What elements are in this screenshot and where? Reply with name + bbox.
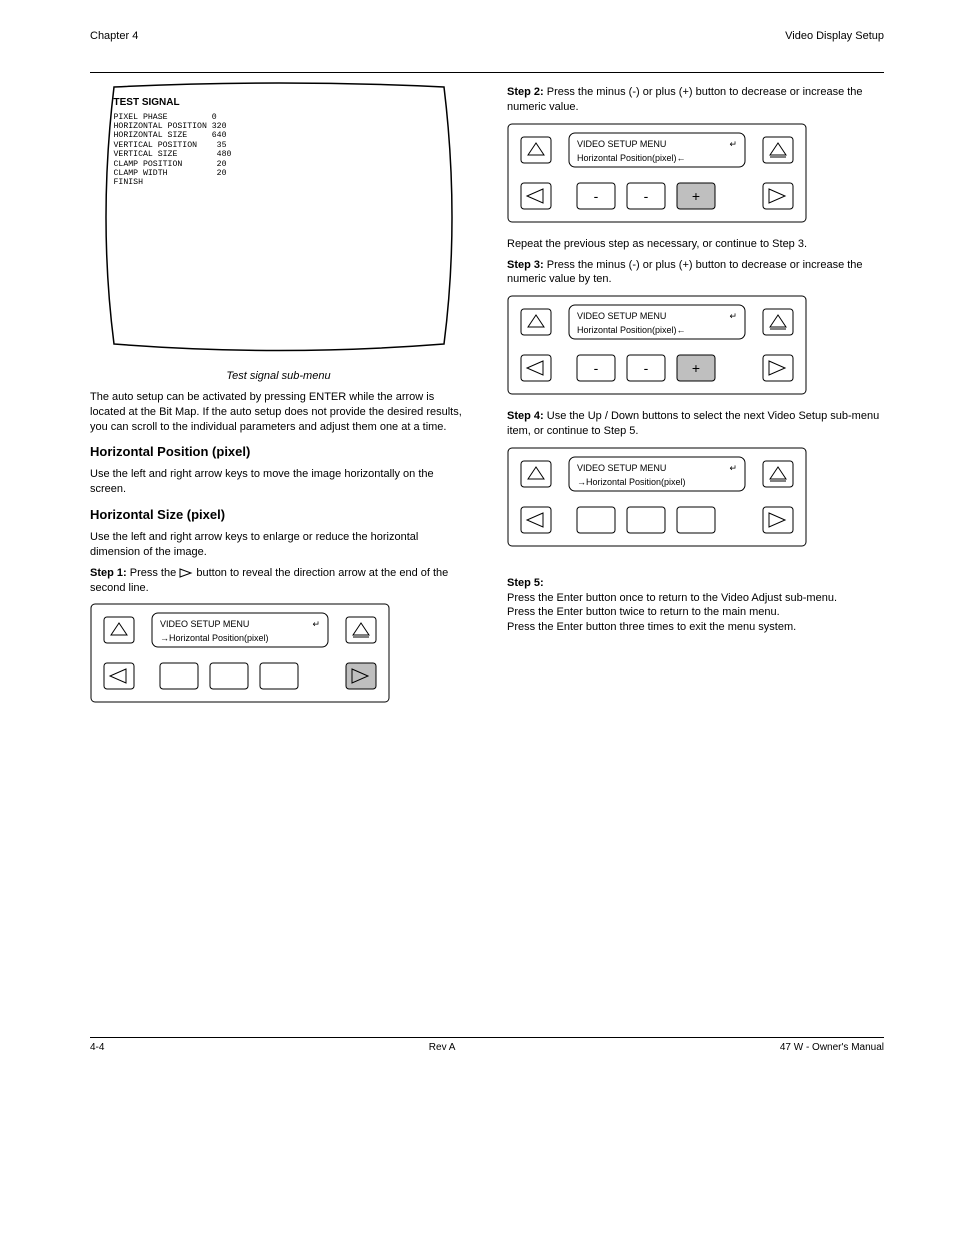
soft-button-3 [260, 663, 298, 689]
crt-title: TEST SIGNAL [114, 97, 444, 109]
svg-text:VIDEO SETUP MENU: VIDEO SETUP MENU [577, 139, 666, 149]
svg-text:Horizontal Position(pixel)←: Horizontal Position(pixel)← [577, 325, 686, 335]
control-panel-step4: VIDEO SETUP MENU ↵ →Horizontal Position(… [507, 447, 807, 547]
step5-text: Step 5: Press the Enter button once to r… [507, 561, 884, 635]
enter-button [763, 461, 793, 487]
h-size-heading: Horizontal Size (pixel) [90, 507, 467, 522]
up-button [521, 461, 551, 487]
up-button [104, 617, 134, 643]
left-button [521, 183, 551, 209]
h-position-text: Use the left and right arrow keys to mov… [90, 467, 467, 497]
svg-text:↵: ↵ [729, 463, 737, 473]
left-column: TEST SIGNAL PIXEL PHASE 0 HORIZONTAL POS… [90, 79, 467, 717]
h-size-text: Use the left and right arrow keys to enl… [90, 530, 467, 560]
auto-setup-desc: The auto setup can be activated by press… [90, 390, 467, 435]
between-step2-3: Repeat the previous step as necessary, o… [507, 237, 884, 252]
svg-text:+: + [692, 360, 700, 376]
right-button [763, 355, 793, 381]
left-button [521, 507, 551, 533]
svg-text:↵: ↵ [729, 139, 737, 149]
svg-text:↵: ↵ [312, 619, 320, 629]
left-button [521, 355, 551, 381]
control-panel-step2: VIDEO SETUP MENU ↵ Horizontal Position(p… [507, 123, 807, 223]
footer-left: 4-4 [90, 1042, 104, 1053]
control-panel-step3: VIDEO SETUP MENU ↵ Horizontal Position(p… [507, 295, 807, 395]
right-arrow-icon [179, 568, 193, 578]
svg-text:VIDEO SETUP MENU: VIDEO SETUP MENU [577, 463, 666, 473]
step1-text: Step 1: Press the button to reveal the d… [90, 566, 467, 596]
header-right: Video Display Setup [785, 30, 884, 42]
up-button [521, 309, 551, 335]
soft-button-1 [577, 507, 615, 533]
right-button [346, 663, 376, 689]
svg-text:-: - [644, 188, 649, 204]
svg-text:-: - [594, 188, 599, 204]
step3-text: Step 3: Press the minus (-) or plus (+) … [507, 258, 884, 288]
enter-button [763, 137, 793, 163]
soft-button-2 [210, 663, 248, 689]
lcd-line2: →Horizontal Position(pixel) [160, 633, 269, 643]
svg-text:VIDEO SETUP MENU: VIDEO SETUP MENU [577, 311, 666, 321]
step4-text: Step 4: Use the Up / Down buttons to sel… [507, 409, 884, 439]
soft-button-2 [627, 507, 665, 533]
page-footer: 4-4 Rev A 47 W - Owner's Manual [90, 1042, 884, 1053]
footer-right: 47 W - Owner's Manual [780, 1042, 884, 1053]
svg-text:-: - [644, 360, 649, 376]
svg-text:-: - [594, 360, 599, 376]
crt-lines: PIXEL PHASE 0 HORIZONTAL POSITION 320 HO… [114, 113, 444, 188]
svg-text:Horizontal Position(pixel)←: Horizontal Position(pixel)← [577, 153, 686, 163]
soft-button-1 [160, 663, 198, 689]
right-button [763, 507, 793, 533]
right-column: Step 2: Press the minus (-) or plus (+) … [507, 79, 884, 717]
step2-text: Step 2: Press the minus (-) or plus (+) … [507, 85, 884, 115]
page-header: Chapter 4 Video Display Setup [90, 30, 884, 42]
footer-rule [90, 1037, 884, 1038]
enter-button [346, 617, 376, 643]
soft-button-3 [677, 507, 715, 533]
header-left: Chapter 4 [90, 30, 138, 42]
svg-text:→Horizontal Position(pixel): →Horizontal Position(pixel) [577, 477, 686, 487]
right-button [763, 183, 793, 209]
lcd-line1: VIDEO SETUP MENU [160, 619, 249, 629]
svg-text:↵: ↵ [729, 311, 737, 321]
enter-button [763, 309, 793, 335]
h-position-heading: Horizontal Position (pixel) [90, 444, 467, 459]
control-panel-step1: VIDEO SETUP MENU ↵ →Horizontal Position(… [90, 603, 390, 703]
crt-screen: TEST SIGNAL PIXEL PHASE 0 HORIZONTAL POS… [94, 79, 464, 359]
footer-center: Rev A [429, 1042, 456, 1053]
up-button [521, 137, 551, 163]
left-button [104, 663, 134, 689]
header-rule [90, 72, 884, 73]
crt-caption: Test signal sub-menu [90, 369, 467, 384]
svg-text:+: + [692, 188, 700, 204]
